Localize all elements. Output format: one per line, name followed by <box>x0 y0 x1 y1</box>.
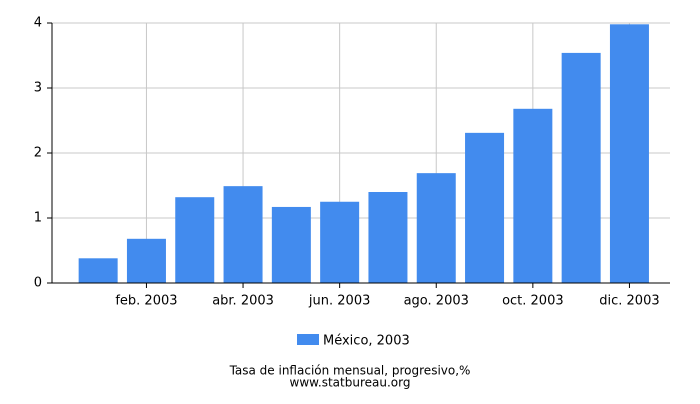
bar <box>175 197 215 283</box>
bar <box>416 173 456 283</box>
y-tick-label: 2 <box>34 146 42 161</box>
y-tick-label: 4 <box>34 16 42 31</box>
bar <box>320 201 360 283</box>
bar <box>465 132 505 283</box>
bar <box>126 238 166 283</box>
y-tick-label: 3 <box>34 81 42 96</box>
x-tick-label: feb. 2003 <box>115 294 177 309</box>
y-tick-label: 1 <box>34 211 42 226</box>
bar <box>271 206 311 283</box>
x-tick-label: oct. 2003 <box>502 294 564 309</box>
legend-label: México, 2003 <box>323 334 410 349</box>
y-tick-label: 0 <box>34 276 42 291</box>
bar <box>78 258 118 283</box>
source: www.statbureau.org <box>290 376 411 390</box>
bar <box>368 192 408 283</box>
x-tick-label: jun. 2003 <box>308 294 370 309</box>
bar <box>561 52 601 284</box>
bar <box>513 108 553 283</box>
chart-title: Tasa de inflación mensual, progresivo,% <box>229 364 471 378</box>
x-tick-label: ago. 2003 <box>404 294 469 309</box>
bar <box>223 186 263 283</box>
x-tick-label: abr. 2003 <box>212 294 274 309</box>
legend-swatch <box>297 334 319 345</box>
bar <box>609 24 649 284</box>
x-tick-label: dic. 2003 <box>599 294 659 309</box>
